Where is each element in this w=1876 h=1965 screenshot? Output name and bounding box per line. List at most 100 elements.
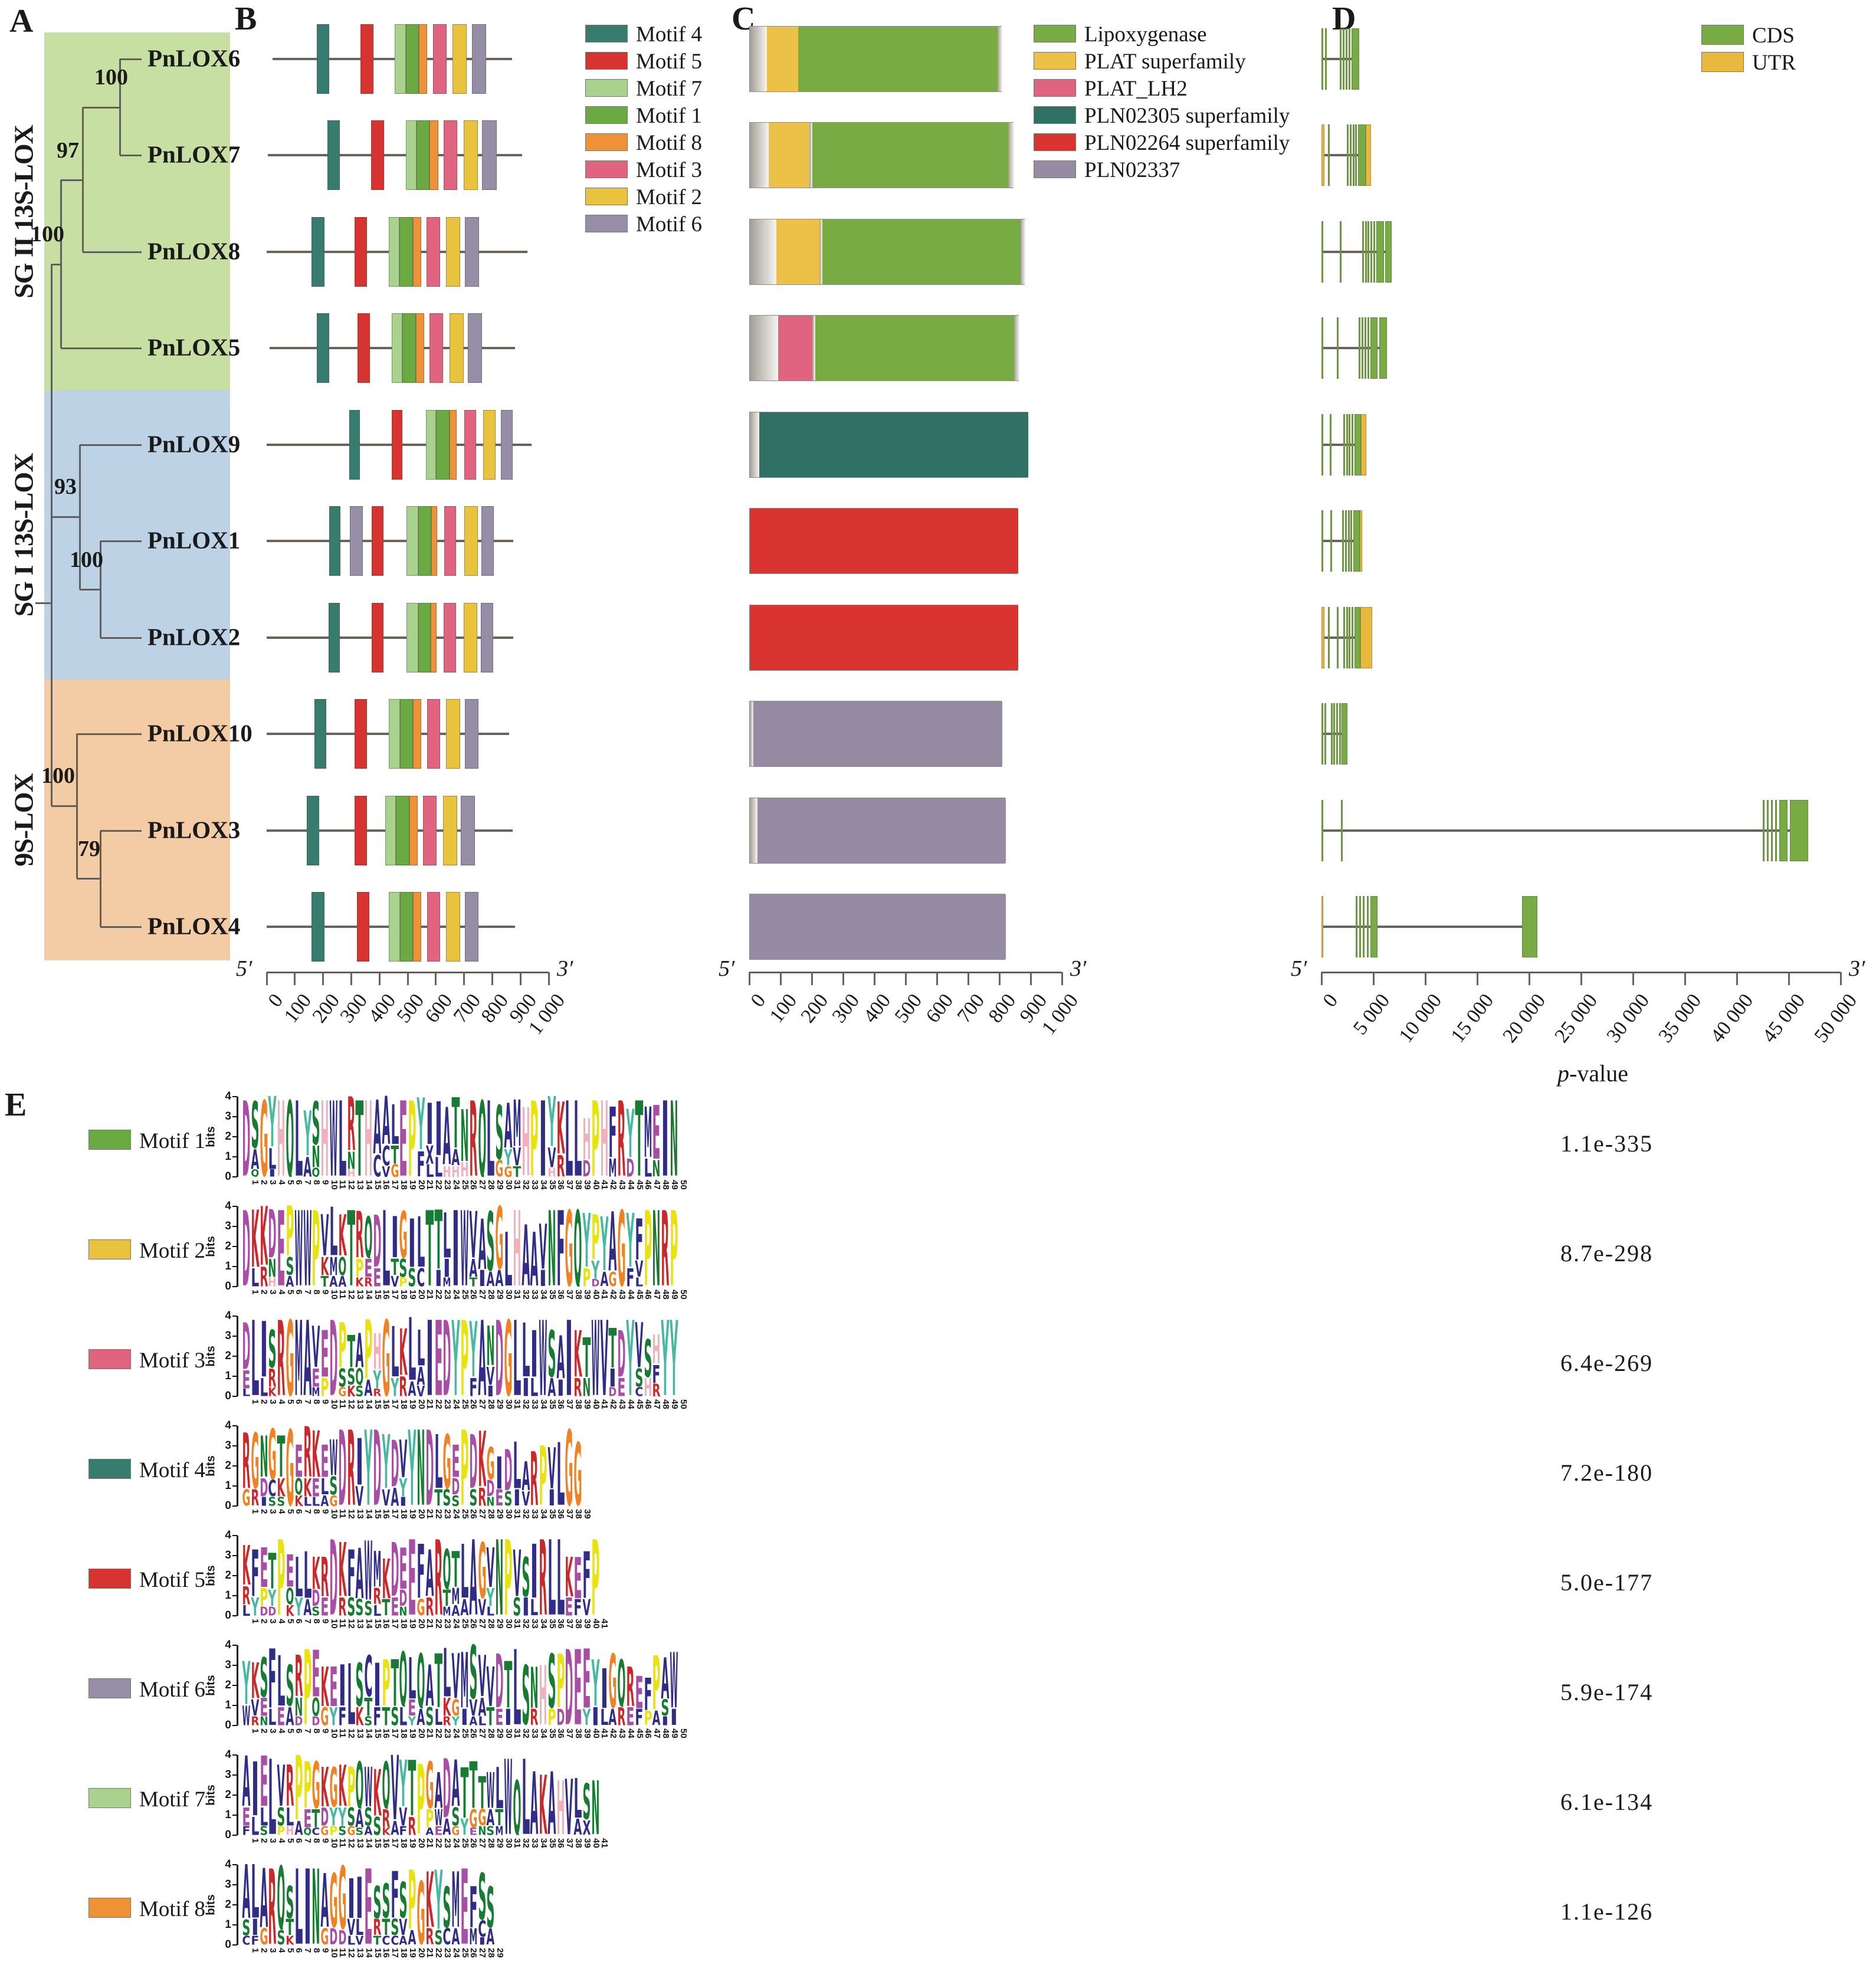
motif-block-motif8 (415, 313, 425, 383)
bits-axis-tick (232, 1615, 237, 1616)
logo-letter-I: I (425, 1093, 434, 1158)
svg-text:L: L (260, 1807, 268, 1826)
svg-text:P: P (504, 1537, 512, 1616)
logo-letter-M: M (294, 1300, 303, 1419)
logo-column: T (635, 1081, 644, 1200)
svg-text:V: V (539, 1222, 547, 1269)
exon-cds (1355, 124, 1357, 186)
svg-text:A: A (522, 1461, 530, 1491)
svg-text:L: L (513, 1440, 521, 1489)
svg-text:A: A (547, 1769, 556, 1835)
svg-text:A: A (286, 1275, 294, 1287)
linker-segment (1014, 316, 1019, 380)
bits-axis (236, 1316, 238, 1396)
svg-text:I: I (522, 1597, 530, 1616)
logo-letter-D: D (260, 1474, 268, 1503)
svg-text:L: L (303, 1550, 311, 1599)
exon-cds (1348, 28, 1350, 90)
logo-letter-D: D (373, 1410, 382, 1529)
logo-letter-E: E (399, 1537, 408, 1602)
motif-block-motif3 (464, 410, 477, 480)
logo-column: V (565, 1753, 573, 1852)
logo-letter-L: L (338, 1081, 347, 1200)
logo-letter-A: A (286, 1273, 294, 1290)
logo-letter-L: L (522, 1739, 530, 1858)
svg-text:N: N (591, 1779, 599, 1835)
axis-tick (435, 972, 437, 985)
motif-block-motif2 (446, 699, 460, 769)
logo-letter-H: H (451, 1163, 460, 1180)
logo-letter-D: D (294, 1714, 303, 1728)
bits-axis-tick (232, 1096, 237, 1097)
logo-letter-S: S (277, 1803, 286, 1832)
svg-text:H: H (347, 1169, 355, 1177)
logo-letter-A: A (391, 1483, 399, 1512)
svg-text:A: A (547, 1377, 556, 1396)
svg-text:W: W (487, 1771, 495, 1809)
svg-text:Y: Y (416, 1095, 425, 1150)
exon-cds (1353, 510, 1360, 572)
legend-swatch (1034, 133, 1076, 151)
logo-letter-S: S (486, 1875, 495, 1941)
tree-branch (61, 179, 83, 181)
svg-text:Y: Y (582, 1211, 591, 1268)
bits-tick-label: 2 (225, 1679, 231, 1691)
logo-letter-G: G (478, 1805, 487, 1831)
svg-text:L: L (312, 1497, 320, 1506)
exon-cds (1358, 124, 1366, 186)
logo-letter-D: D (608, 1385, 617, 1399)
logo-letter-K: K (539, 1760, 547, 1854)
logo-letter-G: G (329, 1492, 338, 1510)
svg-text:F: F (609, 1105, 617, 1158)
svg-text:P: P (460, 1317, 468, 1396)
logo-letter-T: T (442, 1586, 451, 1612)
logo-column: A (530, 1204, 539, 1303)
logo-letter-S: S (451, 1803, 460, 1832)
logo-letter-S: S (260, 1823, 268, 1838)
motif-block-motif4 (306, 796, 320, 865)
logo-letter-S: S (277, 1494, 286, 1509)
logo-letter-K: K (320, 1252, 330, 1281)
svg-text:G: G (618, 1208, 626, 1287)
logo-column: N (652, 1190, 661, 1310)
logo-letter-H: H (442, 1163, 451, 1180)
svg-text:K: K (539, 1773, 547, 1835)
svg-text:S: S (356, 1599, 364, 1616)
svg-text:L: L (530, 1599, 539, 1616)
logo-letter-K: K (242, 1535, 251, 1598)
svg-text:Y: Y (591, 1658, 599, 1707)
bits-axis-tick (232, 1425, 237, 1426)
svg-text:K: K (286, 1605, 294, 1616)
svg-text:S: S (513, 1597, 521, 1616)
bits-axis-tick (232, 1754, 237, 1756)
svg-text:R: R (373, 1587, 381, 1605)
logo-letter-Y: Y (626, 1300, 635, 1419)
logo-letter-S: S (364, 1803, 373, 1832)
svg-text:C: C (242, 1936, 250, 1945)
tree-branch (100, 926, 142, 928)
logo-letter-G: G (442, 1421, 451, 1506)
logo-letter-P: P (556, 1640, 565, 1725)
logo-column: G (573, 1423, 582, 1526)
svg-text:G: G (609, 1652, 617, 1708)
legend-swatch (1034, 79, 1076, 97)
logo-letter-K: K (556, 1088, 565, 1170)
logo-letter-W: W (329, 1081, 338, 1200)
logo-letter-R: R (617, 1081, 626, 1200)
svg-text:H: H (652, 1334, 661, 1364)
exon-cds (1327, 124, 1330, 186)
svg-text:N: N (652, 1160, 661, 1177)
logo-letter-F: F (399, 1823, 408, 1838)
logo-letter-R: R (442, 1714, 451, 1728)
svg-text:S: S (347, 1597, 355, 1616)
motif-block-motif4 (311, 892, 324, 962)
